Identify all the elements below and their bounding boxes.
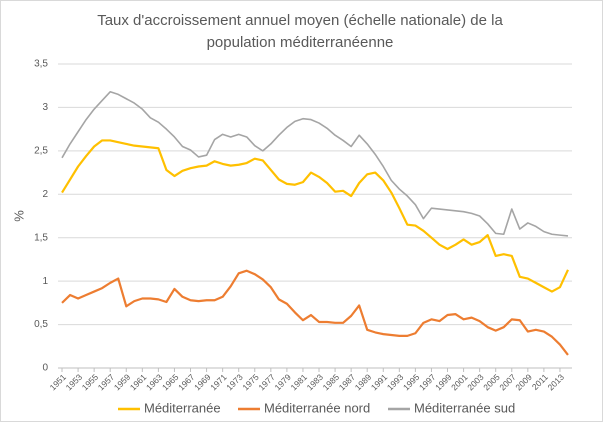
x-tick-label: 1973 <box>224 372 245 393</box>
series-line <box>61 269 569 356</box>
y-tick-label: 3 <box>42 102 48 113</box>
y-tick-label: 0 <box>42 363 48 374</box>
y-tick-label: 0,5 <box>34 319 48 330</box>
x-tick-label: 1965 <box>160 372 181 393</box>
x-tick-label: 1955 <box>80 372 101 393</box>
y-tick-label: 2 <box>42 189 48 200</box>
x-tick-label: 1999 <box>433 372 454 393</box>
x-tick-label: 1985 <box>321 372 342 393</box>
series-line <box>61 139 569 293</box>
x-tick-label: 2009 <box>513 372 534 393</box>
x-tick-label: 1971 <box>208 372 229 393</box>
y-tick-label: 1,5 <box>34 232 48 243</box>
y-axis-label: % <box>11 210 26 222</box>
x-tick-label: 1963 <box>144 372 165 393</box>
y-tick-label: 1 <box>42 276 48 287</box>
x-tick-label: 1993 <box>385 372 406 393</box>
series-line <box>61 90 569 237</box>
x-tick-label: 1995 <box>401 372 422 393</box>
x-tick-label: 1979 <box>272 372 293 393</box>
y-tick-label: 2,5 <box>34 145 48 156</box>
x-tick-label: 1961 <box>128 372 149 393</box>
x-tick-label: 2011 <box>530 372 550 392</box>
x-tick-label: 1967 <box>176 372 197 393</box>
legend-label: Méditerranée <box>144 400 221 415</box>
x-tick-label: 1989 <box>353 372 374 393</box>
chart-title: Taux d'accroissement annuel moyen (échel… <box>97 12 503 51</box>
x-tick-label: 2001 <box>449 372 470 393</box>
y-tick-label: 3,5 <box>34 59 48 70</box>
x-tick-label: 1977 <box>256 372 277 393</box>
x-tick-label: 1987 <box>337 372 358 393</box>
x-tick-label: 1969 <box>192 372 213 393</box>
x-tick-label: 1953 <box>64 372 85 393</box>
legend-label: Méditerranée nord <box>264 400 370 415</box>
x-tick-label: 1959 <box>112 372 133 393</box>
x-tick-label: 2007 <box>497 372 518 393</box>
x-tick-label: 1991 <box>369 372 390 393</box>
x-tick-label: 1957 <box>96 372 117 393</box>
x-tick-label: 1983 <box>305 372 326 393</box>
x-tick-label: 2013 <box>546 372 567 393</box>
legend-label: Méditerranée sud <box>414 400 515 415</box>
x-tick-label: 2003 <box>465 372 486 393</box>
x-tick-label: 1951 <box>48 372 69 393</box>
x-tick-label: 2005 <box>481 372 502 393</box>
x-tick-label: 1981 <box>289 372 310 393</box>
x-tick-label: 1997 <box>417 372 438 393</box>
x-tick-label: 1975 <box>240 372 261 393</box>
